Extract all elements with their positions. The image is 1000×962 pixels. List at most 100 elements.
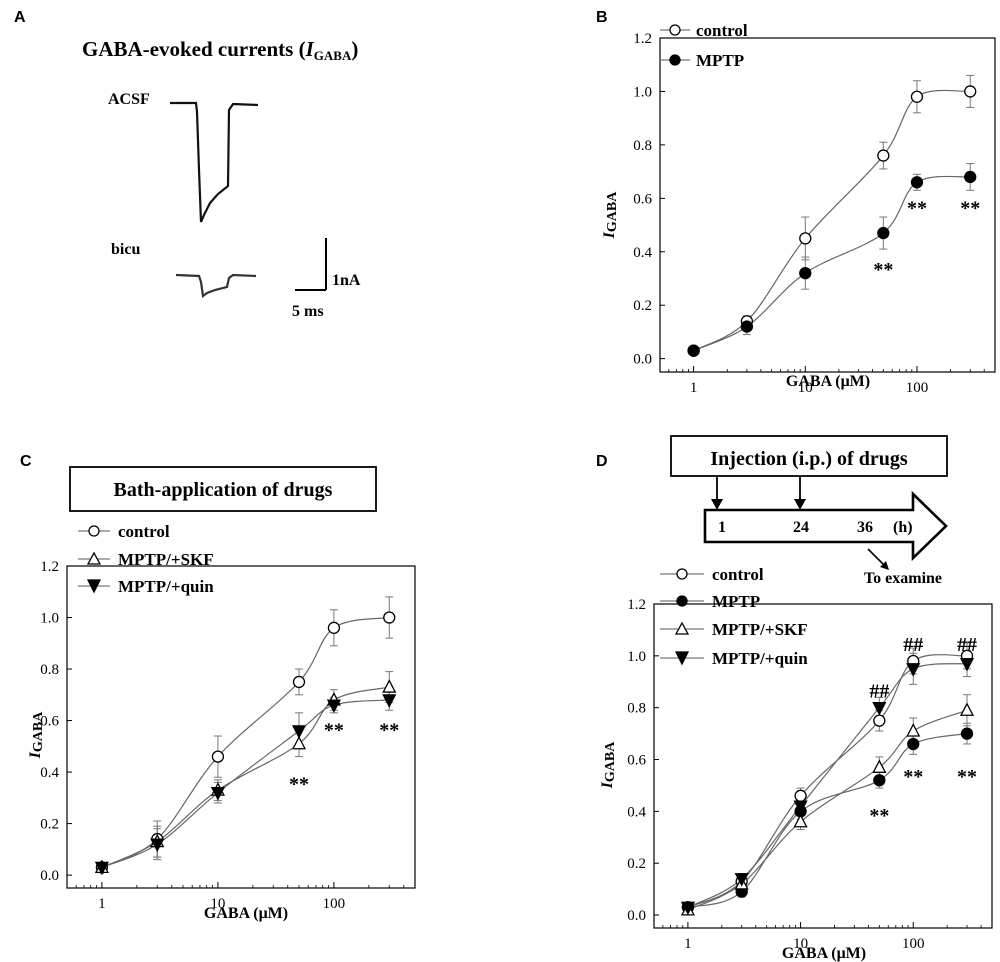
chart-c: C Bath-application of drugs 0.0 0.2 0.4 0.6… [20,453,416,922]
injection-pointer-1-head [711,499,723,510]
data-point [382,679,397,693]
legend-marker-filled-triangle-down [86,579,102,594]
legend-item-mptp-skf: MPTP/+SKF [78,550,214,569]
legend-item-mptp-quin: MPTP/+quin [660,649,808,668]
data-point [210,787,225,801]
y-tick-label: 0.6 [633,191,652,207]
trace-label-acsf: ACSF [108,91,150,108]
data-point [327,621,341,634]
y-tick-label: 0.8 [40,662,59,678]
data-point [799,266,812,280]
legend: control MPTP/+SKF MPTP/+quin [78,522,214,596]
legend-marker-open-circle [676,568,688,580]
examine-pointer-head [880,561,889,570]
legend-marker-open-circle [88,525,100,537]
x-tick-label: 100 [902,936,925,952]
y-tick-label: 1.0 [633,84,652,100]
data-point [907,737,920,751]
y-tick-label: 1.2 [40,559,59,575]
legend-item-control: control [660,565,764,584]
series-line-mptp [687,733,968,908]
panel-letter-d: D [596,453,608,470]
y-tick-label: 0.0 [40,868,59,884]
plot-frame [66,565,416,889]
data-point [910,90,924,103]
svg-text:MPTP/+quin: MPTP/+quin [118,577,214,596]
examine-label: To examine [864,570,942,587]
timeline-label-36: 36 [857,519,873,536]
data-point [906,723,921,737]
legend: control MPTP MPTP/+SKF MPTP/+quin [660,565,808,668]
legend-marker-filled-circle [669,54,681,66]
legend-marker-filled-circle [676,595,688,607]
timeline-label-1: 1 [718,519,726,536]
legend-marker-filled-triangle-down [674,651,690,666]
svg-text:control: control [696,21,748,40]
data-point [960,727,974,740]
legend-item-control: control [78,522,170,541]
legend-item-control: control [660,21,748,40]
panel-a: A GABA-evoked currents (IGABA) ACSF bicu… [14,9,361,320]
x-tick-label: 10 [793,936,808,952]
plot-frame [653,603,993,929]
data-point [292,675,306,689]
y-tick-label: 0.2 [633,298,652,314]
timeline-arrow [703,490,948,562]
series-line-control [101,616,390,868]
y-axis-title: IGABA [599,741,618,790]
significance-stars: ** [289,773,309,795]
x-tick-label: 10 [798,380,813,396]
significance-hash: ## [903,634,923,656]
significance-hash: ## [869,681,889,703]
significance-stars: ** [873,259,893,281]
legend-item-mptp: MPTP [660,592,760,611]
significance-stars: ** [379,719,399,741]
data-point [291,725,307,739]
legend-item-mptp: MPTP [660,51,744,70]
y-axis-title: IGABA [601,191,620,240]
timeline-label-24: 24 [793,519,809,536]
data-point [964,170,977,184]
legend-item-mptp-skf: MPTP/+SKF [660,620,808,639]
timeline-label-h: (h) [893,519,913,536]
data-point [906,663,921,677]
data-point [680,901,695,916]
svg-text:MPTP: MPTP [712,592,760,611]
data-point [799,232,812,245]
significance-stars: ** [957,766,977,788]
trace-acsf [170,101,259,223]
legend-marker-open-triangle [674,621,690,635]
chart-d: D Injection (i.p.) of drugs 1 24 36 (h) … [596,435,993,962]
y-tick-label: 1.0 [627,649,646,665]
data-point [872,759,887,773]
data-point [959,702,975,716]
data-point [873,774,886,787]
x-axis-title: GABA (μM) [782,945,866,962]
significance-stars: ** [869,805,889,827]
y-tick-label: 0.2 [627,856,646,872]
y-tick-label: 0.0 [633,352,652,368]
significance-stars: ** [907,197,927,219]
significance-stars: ** [903,766,923,788]
y-tick-label: 0.4 [633,245,652,261]
y-tick-label: 0.4 [627,804,646,820]
trace-label-bicu: bicu [111,241,140,258]
scale-label-time: 5 ms [292,303,324,320]
significance-stars: ** [960,197,980,219]
data-point [382,694,397,708]
x-tick-label: 100 [323,896,346,912]
svg-text:MPTP/+SKF: MPTP/+SKF [118,550,214,569]
panel-letter-b: B [596,9,608,26]
y-tick-label: 0.2 [40,817,59,833]
data-point [326,699,341,714]
bath-application-label: Bath-application of drugs [114,479,333,501]
injection-label: Injection (i.p.) of drugs [710,448,907,470]
x-tick-label: 1 [690,380,698,396]
plot-frame [659,37,996,373]
series-line-control [693,89,971,352]
svg-text:control: control [712,565,764,584]
x-axis-title: GABA (μM) [786,373,870,390]
svg-text:control: control [118,522,170,541]
y-tick-label: 0.4 [40,765,59,781]
